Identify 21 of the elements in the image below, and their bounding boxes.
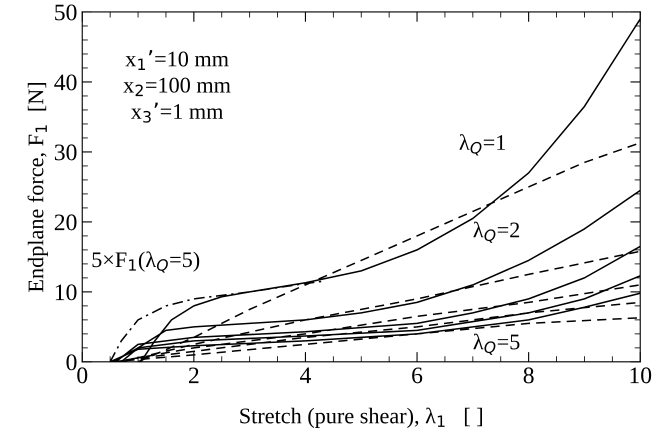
annotation: x$_{2}$=100 mm xyxy=(123,78,231,96)
y-tick-label: 10 xyxy=(56,284,76,300)
x-tick-label: 10 xyxy=(630,367,652,384)
x-tick-label: 6 xyxy=(412,367,422,384)
annotation: λ$_{Q}$=5 xyxy=(473,334,520,355)
annotation: λ$_{Q}$=2 xyxy=(473,222,520,243)
y-tick-label: 30 xyxy=(54,144,76,160)
y-tick-label: 0 xyxy=(66,354,76,370)
annotation: λ$_{Q}$=1 xyxy=(459,134,506,156)
x-tick-label: 2 xyxy=(188,367,198,384)
annotation: x$_{3}$’=1 mm xyxy=(130,102,224,123)
annotation: x$_{1}$’=10 mm xyxy=(125,50,229,70)
text: Stretch (pure shear), λ$_{1}$ [ ] xyxy=(240,408,482,428)
y-tick-label: 50 xyxy=(55,4,76,20)
y-tick-label: 40 xyxy=(54,74,76,90)
annotation: 5×F$_{1}$(λ$_{Q}$=5) xyxy=(92,251,200,273)
x-tick-label: 0 xyxy=(77,367,88,384)
y-axis-title: Endplane force, F$_{1}$ [N] xyxy=(28,82,48,292)
x-tick-label: 8 xyxy=(524,367,534,384)
y-tick-label: 20 xyxy=(54,214,76,230)
x-tick-label: 4 xyxy=(300,368,311,384)
